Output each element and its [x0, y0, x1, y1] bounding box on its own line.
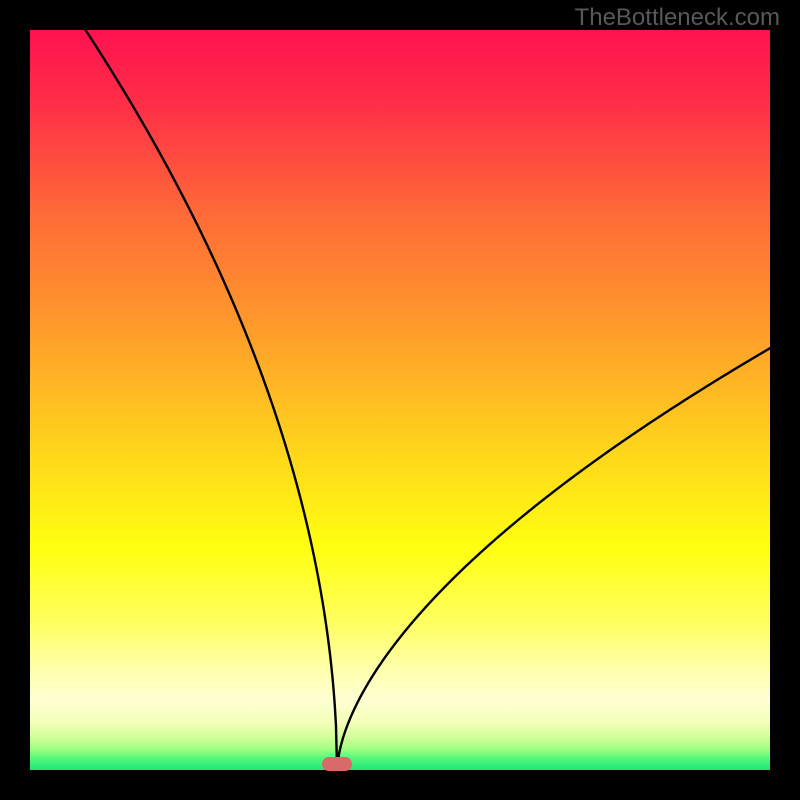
watermark-text: TheBottleneck.com: [575, 4, 780, 32]
plot-area: [30, 30, 770, 770]
bottleneck-curve: [30, 30, 770, 770]
curve-path: [86, 30, 771, 770]
minimum-marker: [322, 757, 352, 771]
